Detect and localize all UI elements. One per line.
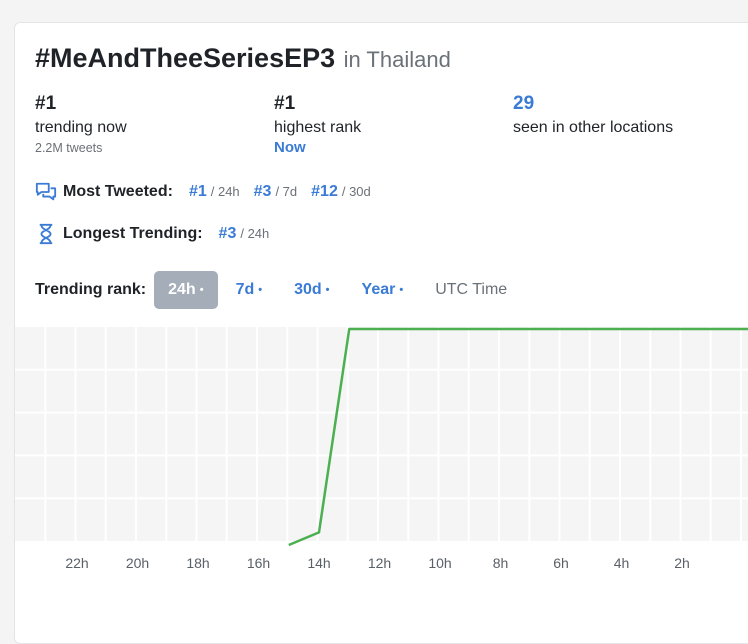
rank-period: / 7d: [275, 184, 298, 199]
tab-dot: •: [258, 283, 263, 296]
rank-period: / 24h: [240, 226, 270, 241]
tab-label[interactable]: 24h: [168, 281, 196, 298]
hashtag-title[interactable]: #MeAndTheeSeriesEP3: [35, 43, 336, 73]
tab-year[interactable]: Year •: [348, 271, 418, 309]
rank-period: / 24h: [210, 184, 240, 199]
rank-number[interactable]: #1: [188, 183, 207, 200]
tab-label[interactable]: Year: [361, 281, 396, 298]
stat-label: seen in other locations: [513, 119, 674, 136]
chart-x-tick-label: 2h: [674, 555, 690, 571]
chart-x-tick-label: 8h: [493, 555, 509, 571]
tab-30d[interactable]: 30d •: [280, 271, 343, 309]
chat-bubbles-icon: [35, 182, 57, 201]
trending-rank-chart[interactable]: 22h 20h 18h 16h 14h 12h 10h 8h 6h 4h 2h: [15, 327, 748, 585]
most-tweeted-rank-24h[interactable]: #1/ 24h: [189, 183, 240, 201]
chart-series-line: [288, 327, 748, 547]
stat-other-locations[interactable]: 29 seen in other locations: [513, 93, 673, 139]
stat-trending-now: #1 trending now 2.2M tweets: [35, 93, 127, 155]
chart-x-tick-label: 20h: [126, 555, 149, 571]
hourglass-icon: [39, 223, 53, 245]
rank-number[interactable]: #12: [311, 183, 338, 200]
chart-x-tick-label: 22h: [65, 555, 88, 571]
stat-label: highest rank: [274, 119, 362, 136]
rank-number[interactable]: #3: [218, 225, 237, 242]
chart-x-tick-label: 6h: [553, 555, 569, 571]
stat-value: #1: [274, 93, 296, 114]
chart-plot-area: [15, 327, 748, 541]
rank-number[interactable]: #3: [253, 183, 272, 200]
stat-label: trending now: [35, 119, 127, 136]
tab-7d[interactable]: 7d •: [222, 271, 277, 309]
longest-trending-row: Longest Trending: #3/ 24h: [35, 223, 283, 245]
chart-x-tick-label: 16h: [247, 555, 270, 571]
longest-trending-rank-24h[interactable]: #3/ 24h: [219, 225, 270, 243]
most-tweeted-rank-30d[interactable]: #12/ 30d: [311, 183, 371, 201]
tab-label[interactable]: 30d: [294, 281, 322, 298]
highest-rank-time-link[interactable]: Now: [274, 139, 306, 156]
tab-dot: •: [199, 283, 204, 296]
chart-x-tick-label: 14h: [307, 555, 330, 571]
chart-x-tick-label: 12h: [368, 555, 391, 571]
most-tweeted-label: Most Tweeted:: [63, 183, 173, 200]
tweet-count: 2.2M tweets: [35, 141, 103, 155]
location-text: in Thailand: [343, 47, 451, 72]
most-tweeted-rank-7d[interactable]: #3/ 7d: [254, 183, 297, 201]
trending-rank-label: Trending rank:: [35, 281, 147, 298]
chart-x-tick-label: 10h: [428, 555, 451, 571]
longest-trending-label: Longest Trending:: [63, 225, 203, 242]
tab-24h[interactable]: 24h •: [154, 271, 218, 309]
stat-value: #1: [35, 93, 57, 114]
stat-value[interactable]: 29: [513, 93, 535, 114]
trending-rank-tabs: Trending rank: 24h • 7d • 30d • Year • UTC T…: [35, 271, 521, 309]
tab-label[interactable]: 7d: [235, 281, 255, 298]
timezone-label: UTC Time: [435, 281, 508, 298]
chart-x-tick-label: 18h: [186, 555, 209, 571]
chart-x-tick-label: 4h: [614, 555, 630, 571]
most-tweeted-row: Most Tweeted: #1/ 24h #3/ 7d #12/ 30d: [35, 181, 385, 203]
rank-period: / 30d: [341, 184, 371, 199]
trend-card: #MeAndTheeSeriesEP3 in Thailand #1 trend…: [14, 22, 748, 644]
tab-dot: •: [325, 283, 330, 296]
title-row: #MeAndTheeSeriesEP3 in Thailand: [35, 43, 451, 74]
stat-highest-rank: #1 highest rank Now: [274, 93, 361, 156]
tab-dot: •: [399, 283, 404, 296]
